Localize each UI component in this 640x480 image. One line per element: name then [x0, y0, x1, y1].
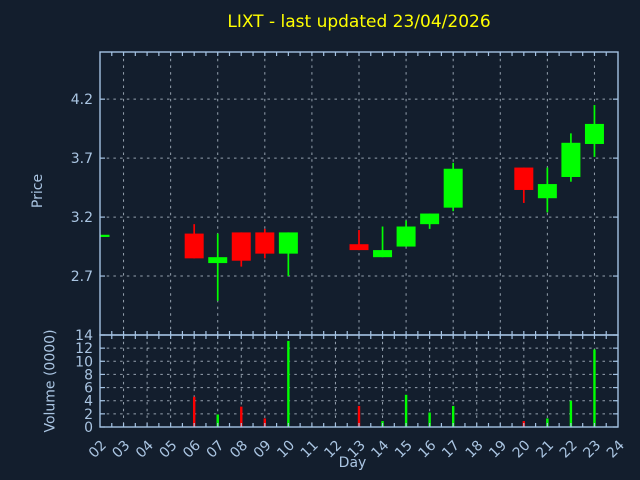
candle-day-21 — [537, 167, 557, 213]
svg-text:4.2: 4.2 — [71, 92, 93, 108]
volume-bar-day-6 — [192, 396, 196, 427]
chart-title: LIXT - last updated 23/04/2026 — [227, 12, 491, 32]
volume-bar-day-22 — [569, 400, 573, 427]
volume-bar-day-7 — [216, 414, 219, 427]
candle-day-8 — [231, 232, 251, 267]
svg-text:24: 24 — [604, 437, 628, 461]
volume-bar-day-13 — [357, 405, 361, 427]
x-axis-label: Day — [338, 455, 367, 471]
candle-day-23 — [584, 105, 604, 157]
volume-axis-label: Volume (0000) — [42, 329, 59, 433]
volume-bar-day-8 — [240, 406, 243, 427]
svg-text:2: 2 — [84, 407, 93, 423]
volume-bar-day-21 — [546, 418, 549, 427]
volume-bar-day-23 — [593, 349, 596, 427]
candle-day-16 — [420, 213, 440, 229]
svg-text:14: 14 — [75, 328, 93, 344]
svg-text:3.7: 3.7 — [71, 151, 93, 167]
volume-bar-day-9 — [263, 418, 267, 427]
candle-day-15 — [396, 220, 416, 247]
svg-text:0: 0 — [84, 420, 93, 436]
candle-day-20 — [514, 167, 534, 203]
volume-panel-border — [99, 334, 619, 428]
candle-day-13 — [349, 230, 369, 251]
candle-day-14 — [373, 226, 393, 258]
candle-day-10 — [278, 232, 298, 277]
svg-text:2.7: 2.7 — [71, 269, 93, 285]
volume-bar-day-10 — [287, 340, 290, 427]
volume-bar-day-16 — [428, 412, 431, 427]
candles — [100, 105, 604, 301]
svg-text:4: 4 — [84, 394, 93, 410]
candle-day-17 — [443, 162, 463, 212]
svg-text:3.2: 3.2 — [71, 210, 93, 226]
price-axis-label: Price — [30, 173, 46, 209]
svg-text:10: 10 — [75, 354, 93, 370]
volume-bars — [192, 340, 596, 427]
price-gridlines — [100, 52, 618, 335]
svg-text:12: 12 — [75, 341, 93, 357]
volume-bar-day-15 — [404, 394, 408, 427]
candle-day-7 — [208, 233, 228, 301]
candle-day-6 — [184, 224, 204, 259]
candle-day-22 — [561, 133, 581, 182]
svg-text:6: 6 — [84, 381, 93, 397]
svg-text:8: 8 — [84, 367, 93, 383]
volume-bar-day-17 — [451, 405, 455, 427]
candle-day-9 — [255, 228, 275, 259]
candle-day-2 — [100, 234, 110, 237]
